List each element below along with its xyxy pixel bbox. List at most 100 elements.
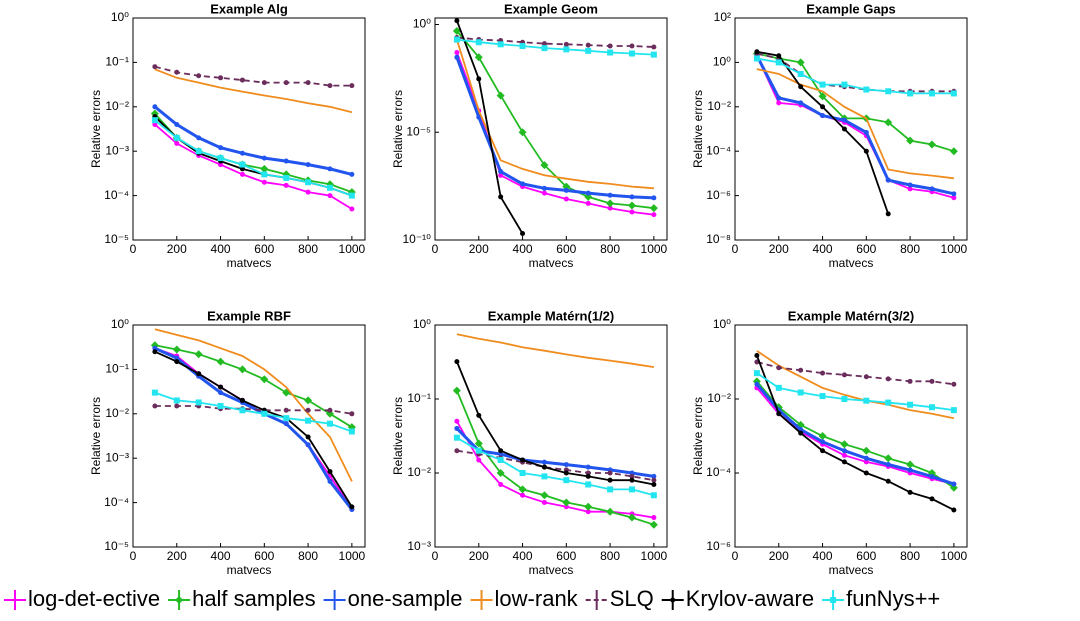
marker: [754, 381, 760, 387]
marker: [841, 81, 848, 88]
marker: [585, 464, 591, 470]
marker: [863, 374, 869, 380]
marker: [651, 195, 657, 201]
marker: [951, 381, 957, 387]
series-line: [756, 355, 955, 511]
chart-title: Example Matérn(3/2): [788, 308, 914, 323]
marker: [326, 420, 333, 427]
marker: [841, 372, 847, 378]
marker: [776, 100, 782, 106]
marker: [951, 191, 957, 197]
x-axis-label: matvecs: [227, 563, 272, 577]
x-tick-label: 400: [211, 242, 231, 256]
marker: [194, 350, 203, 359]
series-line: [153, 105, 353, 176]
marker: [563, 470, 569, 476]
marker: [820, 370, 826, 376]
marker: [541, 185, 547, 191]
marker: [627, 513, 636, 522]
marker: [305, 407, 311, 413]
marker: [239, 171, 245, 177]
legend-label: half samples: [192, 586, 316, 611]
marker: [152, 345, 158, 351]
x-axis-label: matvecs: [529, 563, 574, 577]
marker: [629, 194, 635, 200]
marker: [607, 470, 613, 476]
marker: [173, 134, 180, 141]
marker: [327, 407, 333, 413]
marker: [841, 448, 847, 454]
marker: [607, 205, 613, 211]
y-tick-label: 10⁻³: [105, 143, 129, 157]
y-tick-label: 10⁻³: [407, 539, 431, 553]
marker: [541, 41, 547, 47]
y-tick-label: 10⁻¹: [407, 391, 431, 405]
marker: [885, 88, 892, 95]
panel: 0 200 400 600 800 1000 10⁻³ 10⁻² 10⁻¹ 10⁰ Example …: [391, 308, 667, 577]
series-line: [154, 328, 353, 482]
marker: [498, 481, 504, 487]
marker: [907, 90, 914, 97]
series-line: [154, 350, 353, 508]
marker: [474, 439, 483, 448]
marker: [173, 397, 180, 404]
marker: [520, 492, 526, 498]
marker: [261, 155, 267, 161]
marker: [172, 345, 181, 354]
marker: [651, 477, 657, 483]
marker: [218, 162, 224, 168]
marker: [498, 448, 504, 454]
marker: [818, 92, 827, 101]
y-tick-label: 10⁻³: [105, 450, 129, 464]
marker: [218, 384, 224, 390]
marker: [798, 426, 804, 432]
legend-item: Krylov-aware: [661, 586, 814, 611]
panel: 0 200 400 600 800 1000 10⁻⁶ 10⁻⁴ 10⁻² 10⁰ Example …: [691, 308, 967, 577]
y-axis-label: Relative errors: [691, 90, 705, 168]
marker: [474, 53, 483, 62]
series-line: [455, 56, 654, 200]
y-tick-label: 10⁰: [413, 17, 431, 31]
marker: [475, 447, 482, 454]
y-tick-label: 10⁰: [413, 317, 431, 331]
x-tick-label: 400: [813, 242, 833, 256]
marker: [349, 206, 355, 212]
y-axis-label: Relative errors: [691, 397, 705, 475]
marker: [283, 80, 289, 86]
marker: [885, 461, 891, 467]
marker: [563, 46, 570, 53]
series-line: [756, 57, 954, 95]
marker: [497, 456, 504, 463]
marker: [606, 507, 615, 516]
marker: [217, 155, 224, 162]
marker: [476, 412, 482, 418]
marker: [776, 53, 782, 59]
x-tick-label: 1000: [641, 549, 668, 563]
marker: [906, 136, 915, 145]
marker: [629, 209, 635, 215]
marker: [454, 50, 460, 56]
x-axis-label: matvecs: [529, 256, 574, 270]
marker: [562, 182, 571, 191]
marker: [327, 166, 333, 172]
marker: [327, 469, 333, 475]
marker: [218, 145, 224, 151]
marker: [607, 192, 613, 198]
marker: [584, 192, 593, 201]
x-tick-label: 800: [298, 242, 318, 256]
marker: [175, 596, 184, 604]
marker: [305, 189, 311, 195]
chart-title: Example Gaps: [806, 1, 896, 16]
marker: [651, 44, 657, 50]
y-tick-label: 10²: [714, 10, 731, 24]
marker: [907, 186, 913, 192]
marker: [454, 448, 460, 454]
panel: 0 200 400 600 800 1000 10⁻⁵ 10⁻⁴ 10⁻³ 10⁻² 10⁻¹ 10⁰…: [89, 1, 365, 270]
series-line: [756, 55, 955, 199]
marker: [540, 491, 549, 500]
marker: [776, 95, 782, 101]
marker: [907, 489, 913, 495]
marker: [218, 390, 224, 396]
marker: [195, 148, 202, 155]
series-line: [456, 436, 655, 497]
